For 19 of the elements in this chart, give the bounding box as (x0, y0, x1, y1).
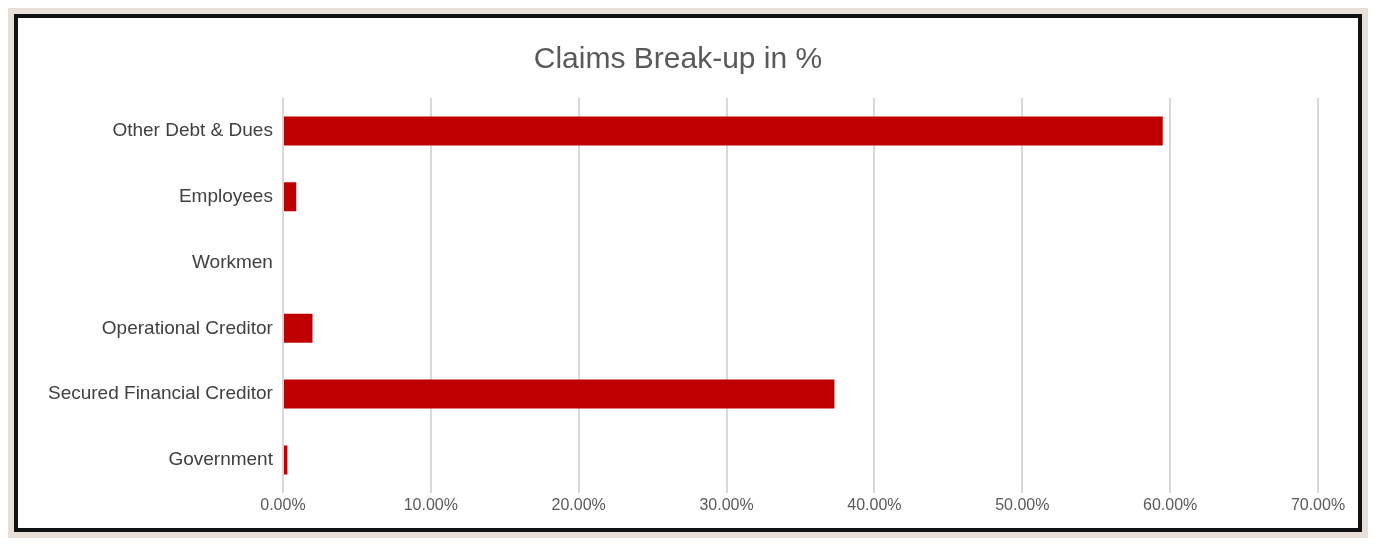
y-tick-label: Operational Creditor (101, 316, 274, 338)
bar (283, 116, 1163, 146)
bar (283, 182, 297, 212)
y-tick-label: Workmen (191, 250, 273, 272)
x-tick-label: 30.00% (699, 495, 754, 513)
y-tick-label: Employees (178, 184, 273, 206)
bar (283, 313, 313, 343)
x-tick-label: 50.00% (995, 495, 1050, 513)
x-tick-label: 0.00% (260, 495, 306, 513)
x-tick-label: 10.00% (403, 495, 458, 513)
x-tick-label: 20.00% (551, 495, 606, 513)
y-tick-label: Secured Financial Creditor (47, 382, 274, 404)
y-tick-label: Other Debt & Dues (112, 119, 273, 141)
x-tick-label: 40.00% (847, 495, 902, 513)
x-tick-label: 60.00% (1143, 495, 1198, 513)
bar (283, 379, 835, 409)
y-tick-label: Government (168, 448, 274, 470)
x-tick-label: 70.00% (1290, 495, 1346, 513)
chart-title: Claims Break-up in % (533, 41, 823, 75)
